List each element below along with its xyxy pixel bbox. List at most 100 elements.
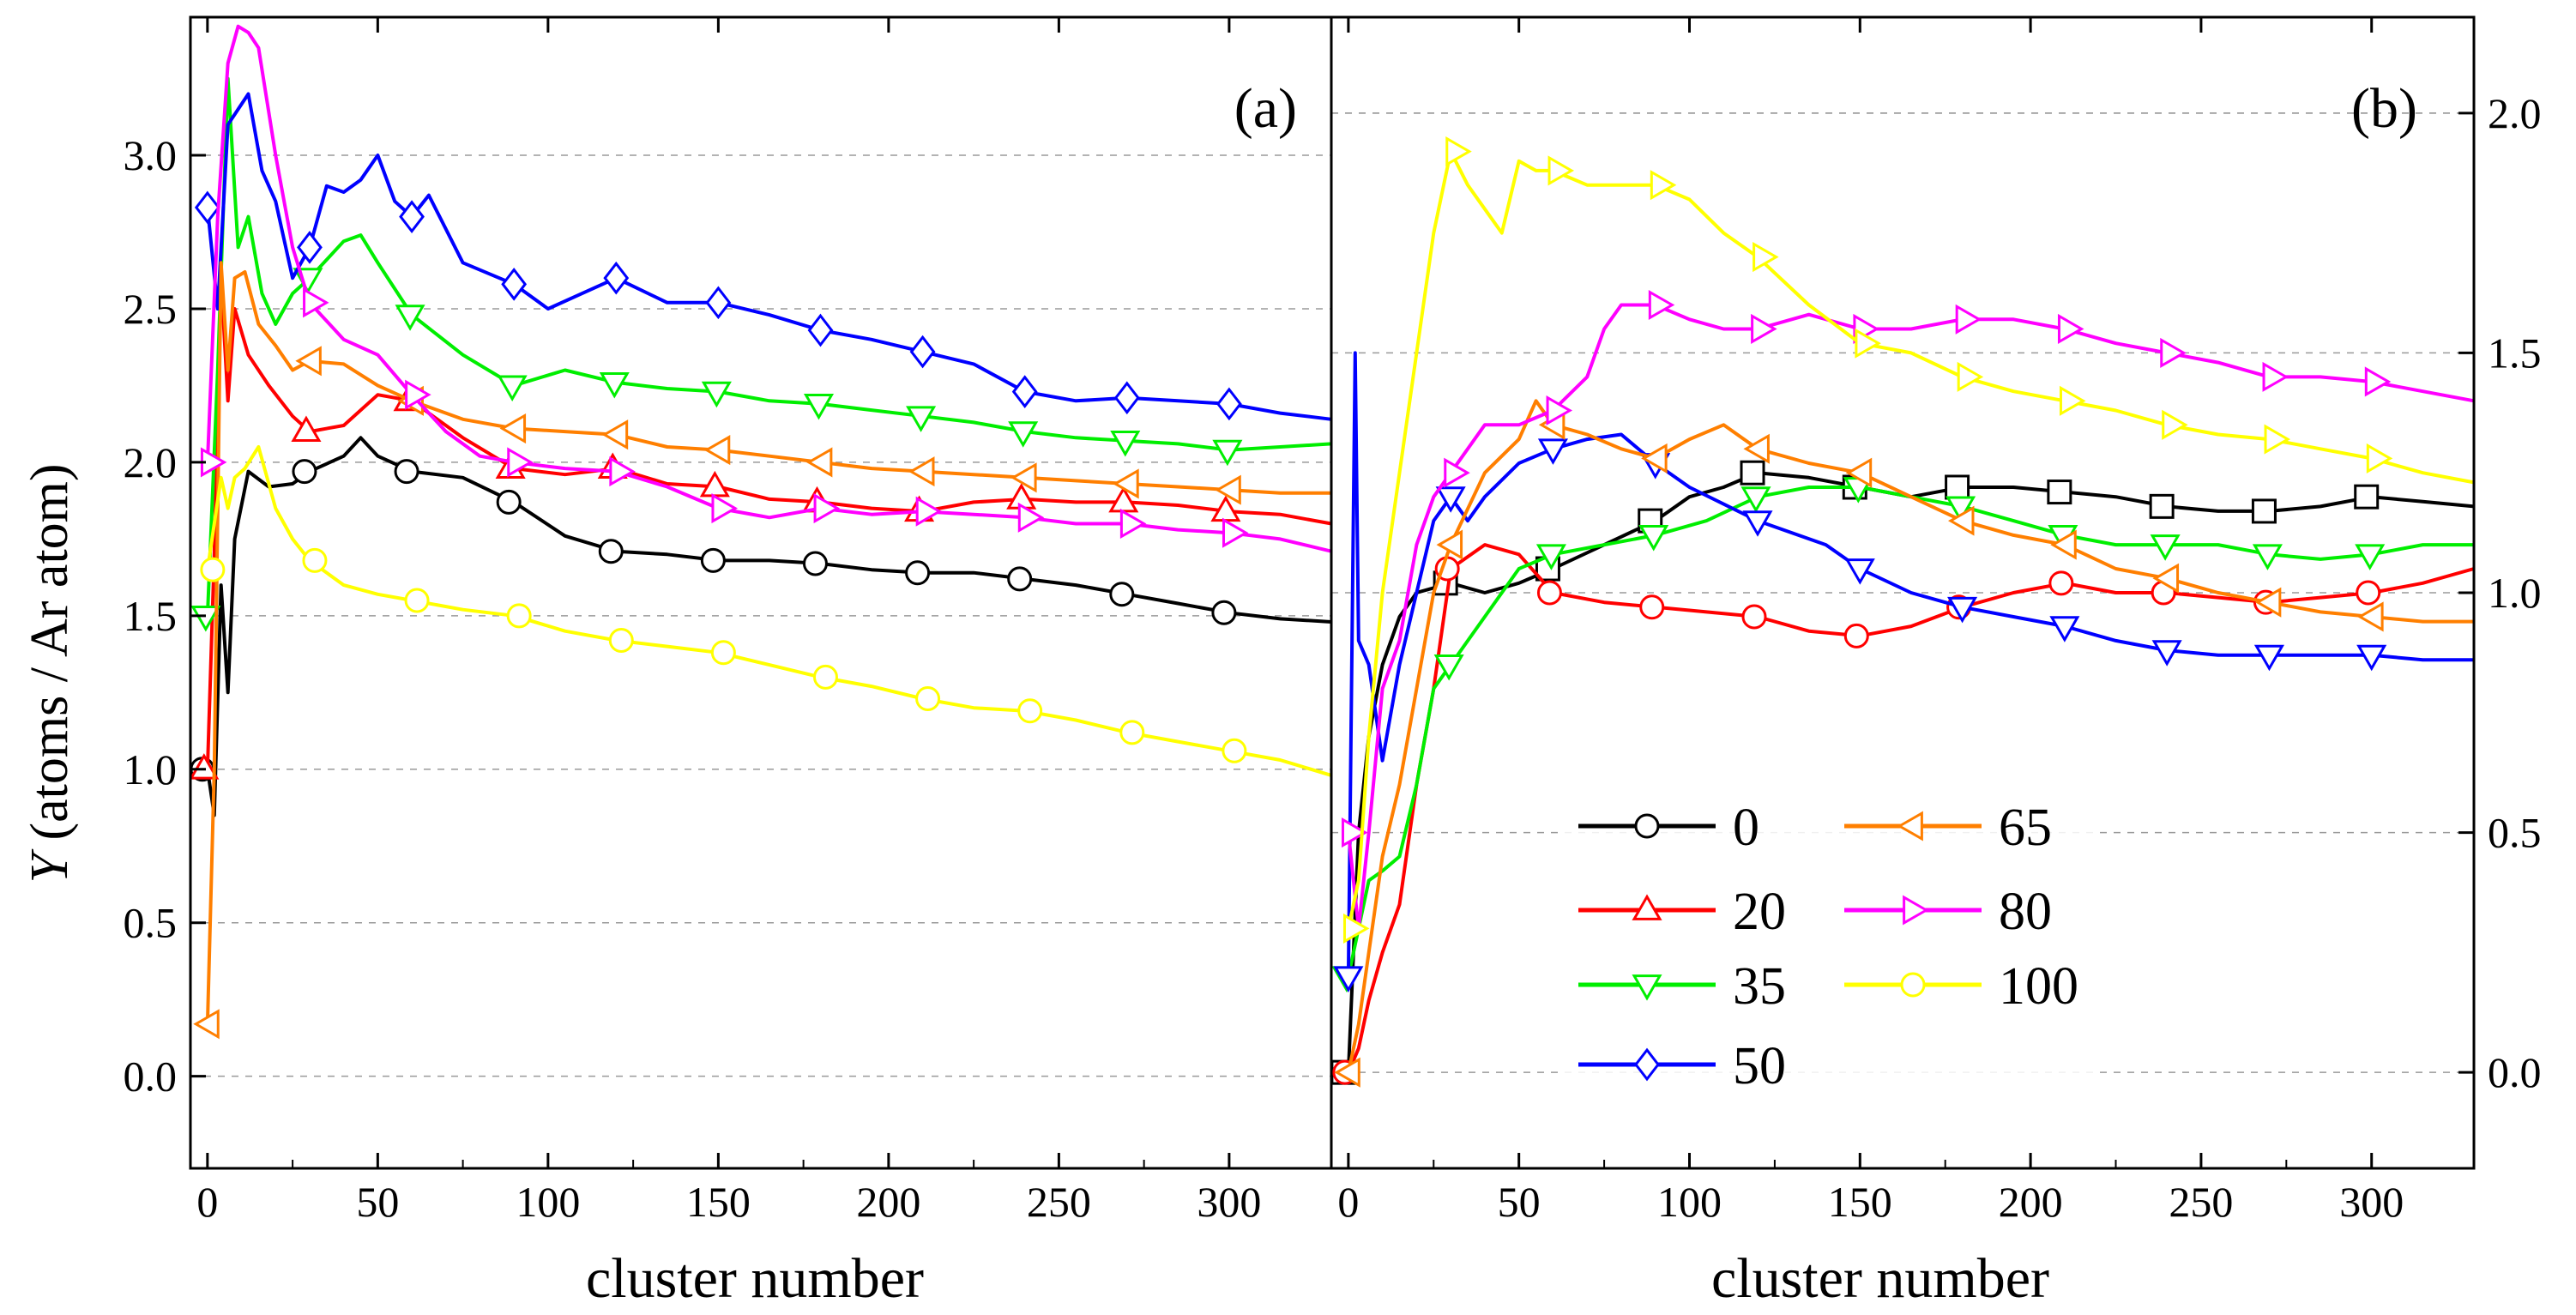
x-tick-label: 50 [1498,1178,1541,1226]
series-marker-100 [1957,361,1984,392]
series-marker-35 [1212,439,1243,467]
series-marker-100 [1119,720,1145,745]
y-tick-label: 0.0 [124,1053,178,1101]
series-marker-50 [1113,381,1140,415]
series-marker-80 [2160,337,2187,368]
series-line-65 [1346,399,2474,1073]
series-marker-100 [2366,443,2393,474]
series-marker-35 [1740,486,1771,513]
series-marker-0 [292,459,317,485]
series-marker-65 [2357,601,2384,632]
series-marker-65 [2050,529,2077,560]
panel-a-ticks: 0 50 100 150 200 250 300 0.0 0.5 1.0 1.5 2.0 2.5 3.0 [124,17,1261,1226]
x-tick-label: 50 [356,1178,399,1226]
series-marker-65 [2152,563,2180,594]
series-marker-100 [710,640,736,666]
series-marker-80 [609,456,636,487]
series-marker-80 [303,287,329,318]
series-marker-80 [711,493,738,524]
series-marker-35 [2150,534,2181,561]
panel-a-grid [190,154,1331,1077]
series-marker-35 [599,371,630,399]
series-marker-50 [399,200,425,233]
series-marker-35 [395,305,425,331]
series-marker-65 [1641,443,1668,474]
series-marker-80 [1341,817,1368,848]
x-tick-label: 100 [1657,1178,1722,1226]
y-tick-label: 2.5 [124,285,178,333]
y-tick-label: 1.5 [124,592,178,640]
y-tick-label: 1.0 [124,745,178,793]
series-marker-100 [1342,913,1370,944]
x-tick-label: 250 [2169,1178,2233,1226]
x-tick-label: 200 [856,1178,920,1226]
series-marker-80 [1222,517,1249,548]
series-line-50 [205,92,1332,421]
series-marker-50 [1216,387,1242,421]
series-marker-100 [608,627,634,653]
series-marker-65 [1743,433,1770,464]
series-marker-50 [194,190,220,225]
series-marker-35 [1535,544,1566,570]
series-marker-0 [905,560,931,586]
y-tick-label: 2.0 [2488,89,2542,137]
panel-a-axes [189,15,1333,1170]
series-line-50 [1346,351,2474,977]
legend-marker-35 [1632,974,1662,1001]
series-marker-50 [1333,966,1364,992]
legend-label-80: 80 [1999,883,2052,941]
y-tick-label: 0.5 [2488,809,2542,857]
series-marker-0 [2047,480,2072,505]
legend-label-100: 100 [1999,957,2078,1016]
series-marker-100 [2264,424,2291,455]
series-marker-100 [1222,738,1247,763]
series-marker-0 [1007,566,1033,592]
legend-label-50: 50 [1733,1037,1786,1095]
series-marker-65 [703,435,731,466]
series-marker-0 [1945,474,1970,500]
series-marker-50 [1947,596,1978,624]
series-marker-50 [807,313,834,347]
series-marker-65 [1215,474,1241,505]
series-marker-35 [1008,421,1039,448]
series-marker-65 [805,447,833,478]
series-marker-100 [2162,409,2188,440]
series-marker-35 [803,394,835,420]
series-marker-0 [394,459,419,485]
series-marker-100 [1753,242,1779,273]
series-marker-65 [1845,457,1873,488]
series-marker-35 [1110,430,1141,457]
series-marker-65 [295,346,322,377]
y-tick-label: 2.0 [124,438,178,486]
series-marker-50 [1435,486,1466,513]
legend-label-20: 20 [1733,883,1786,941]
series-marker-0 [802,551,828,576]
series-marker-80 [915,496,943,527]
y-axis-title-symbol: Y [21,849,79,884]
series-marker-100 [2059,385,2086,416]
series-marker-35 [2355,544,2386,570]
y-tick-label: 3.0 [124,131,178,179]
panel-a-x-axis-title: cluster number [586,1247,924,1310]
series-line-100 [205,445,1332,777]
series-marker-0 [598,539,624,564]
series-marker-35 [2252,544,2283,570]
series-marker-80 [2057,313,2084,345]
panel-a: 0 50 100 150 200 250 3000.00.51.01.52.02.53.0 … [21,15,1333,1310]
series-marker-65 [1334,1057,1360,1088]
series-marker-35 [1433,654,1464,681]
series-marker-100 [302,547,328,573]
series-marker-100 [1855,328,1881,359]
series-marker-50 [2151,640,2182,667]
y-tick-label: 1.5 [2488,329,2542,377]
panel-b-grid [1331,112,2474,1073]
panel-b-tag: (b) [2351,77,2417,140]
series-line-80 [205,24,1332,553]
legend-label-65: 65 [1999,799,2052,857]
series-marker-65 [1010,462,1037,493]
series-marker-35 [190,605,221,632]
series-marker-50 [2253,644,2284,672]
